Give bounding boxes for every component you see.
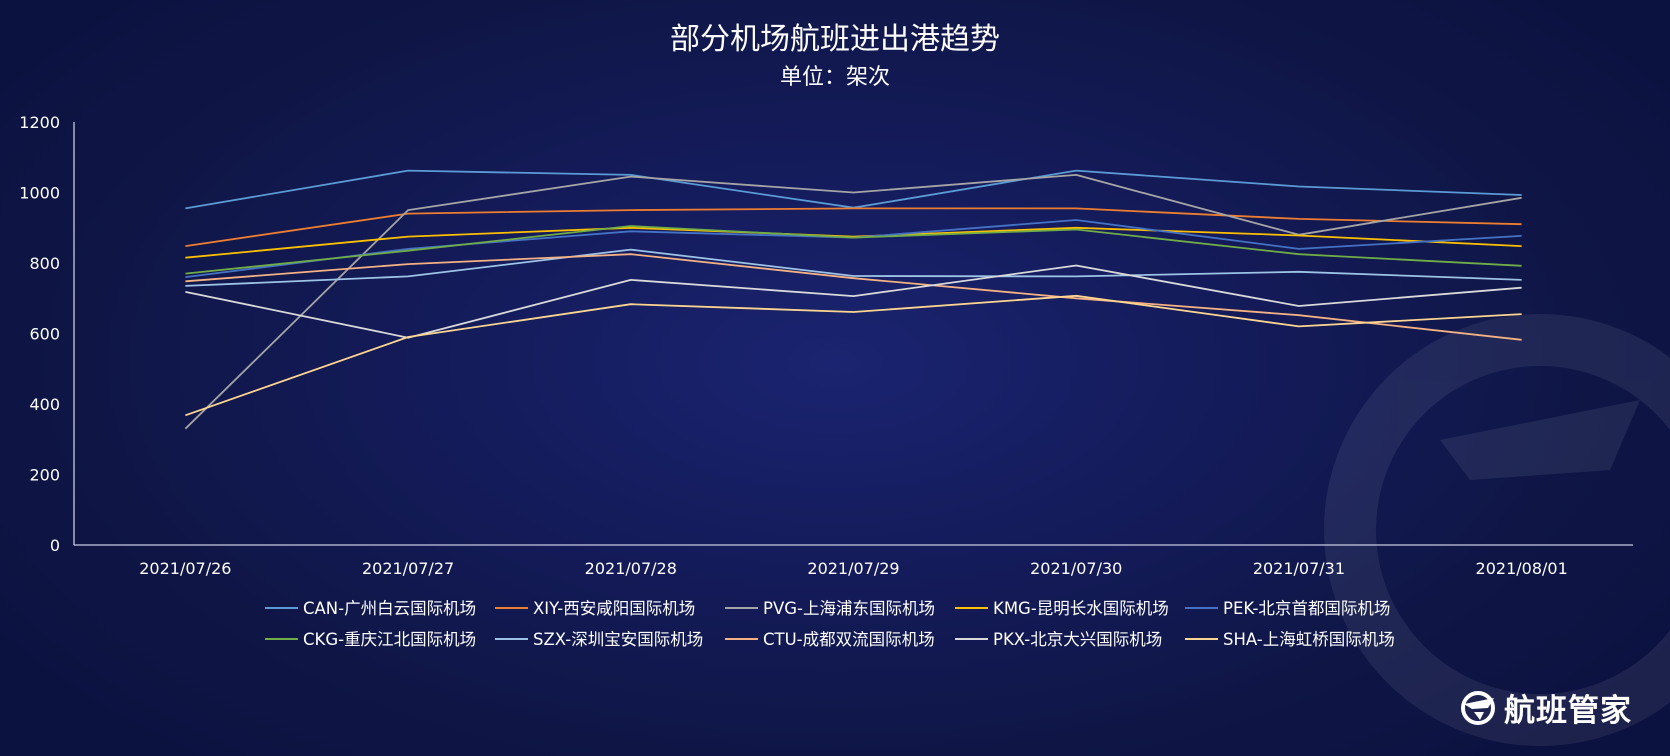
x-tick-label: 2021/07/30 [1030,559,1122,578]
chart-axes [73,122,1633,546]
series-lines [184,169,1522,430]
legend-label: KMG-昆明长水国际机场 [993,599,1169,618]
watermark-logo-icon [1324,314,1670,746]
airplane-logo-icon [1461,690,1495,725]
legend-item: PVG-上海浦东国际机场 [725,599,935,618]
legend-label: SHA-上海虹桥国际机场 [1223,630,1395,649]
legend-label: CKG-重庆江北国际机场 [303,630,476,649]
legend-item: SZX-深圳宝安国际机场 [495,630,703,649]
legend-item: SHA-上海虹桥国际机场 [1185,630,1395,649]
brand-name: 航班管家 [1504,693,1632,729]
chart-subtitle: 单位：架次 [779,65,890,90]
legend-label: CAN-广州白云国际机场 [303,599,476,618]
series-line [185,253,1522,341]
legend-item: CAN-广州白云国际机场 [265,599,476,618]
x-axis-ticks: 2021/07/26 2021/07/27 2021/07/28 2021/07/29… [139,559,1568,578]
y-tick-label: 0 [50,536,60,555]
x-tick-label: 2021/07/26 [139,559,231,578]
legend-label: SZX-深圳宝安国际机场 [533,630,703,649]
y-tick-label: 1200 [19,113,60,132]
series-line [185,294,1522,417]
x-tick-label: 2021/07/29 [807,559,899,578]
series-line [185,225,1522,275]
y-tick-label: 800 [29,254,60,273]
series-line [184,173,1522,430]
legend: CAN-广州白云国际机场 XIY-西安咸阳国际机场 PVG-上海浦东国际机场 KMG-… [265,599,1395,649]
legend-item: CKG-重庆江北国际机场 [265,630,476,649]
series-line [185,248,1522,287]
y-tick-label: 200 [29,466,60,485]
series-line [185,226,1522,259]
legend-item: KMG-昆明长水国际机场 [955,599,1169,618]
chart-title: 部分机场航班进出港趋势 [670,22,1000,57]
legend-item: CTU-成都双流国际机场 [725,630,935,649]
y-axis-ticks: 0 200 400 600 800 1000 1200 [19,113,60,555]
x-tick-label: 2021/07/28 [585,559,677,578]
chart-header: 部分机场航班进出港趋势 单位：架次 [0,18,1670,94]
legend-label: PVG-上海浦东国际机场 [763,599,935,618]
x-tick-label: 2021/07/31 [1253,559,1345,578]
x-tick-label: 2021/08/01 [1476,559,1568,578]
series-line [185,207,1522,247]
legend-label: XIY-西安咸阳国际机场 [533,599,695,618]
y-tick-label: 400 [29,395,60,414]
legend-label: CTU-成都双流国际机场 [763,630,935,649]
legend-item: PEK-北京首都国际机场 [1185,599,1390,618]
legend-label: PKX-北京大兴国际机场 [993,630,1162,649]
series-line [185,169,1522,210]
y-tick-label: 600 [29,325,60,344]
y-tick-label: 1000 [19,184,60,203]
series-line [185,219,1522,278]
legend-label: PEK-北京首都国际机场 [1223,599,1390,618]
x-tick-label: 2021/07/27 [362,559,454,578]
legend-item: PKX-北京大兴国际机场 [955,630,1162,649]
legend-item: XIY-西安咸阳国际机场 [495,599,695,618]
brand-logo: 航班管家 [1458,685,1632,730]
